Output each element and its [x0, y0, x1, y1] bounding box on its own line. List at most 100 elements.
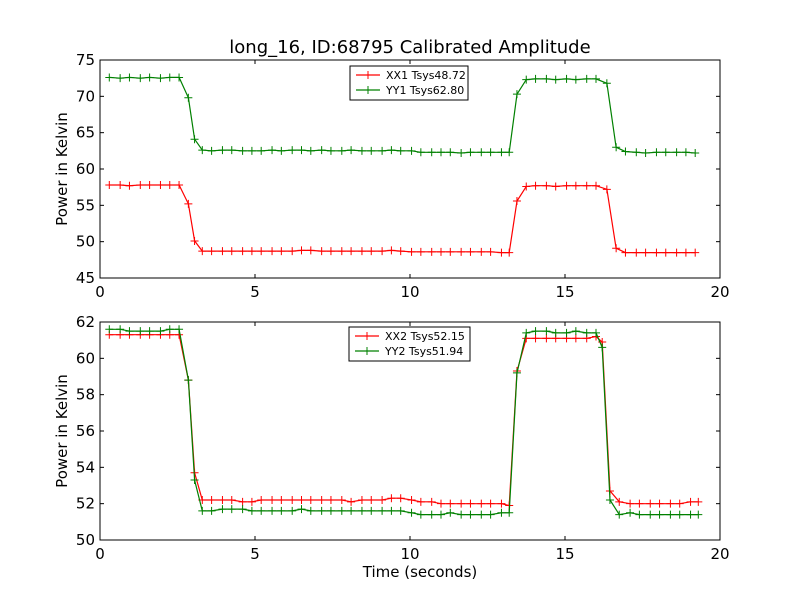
- data-point: [497, 499, 506, 508]
- data-point: [602, 79, 611, 88]
- y-axis-label: Power in Kelvin: [53, 112, 71, 226]
- legend: XX1 Tsys48.72 YY1 Tsys62.80: [349, 65, 469, 101]
- data-point: [652, 148, 661, 157]
- data-point: [416, 148, 425, 157]
- data-point: [297, 505, 306, 514]
- data-point: [257, 247, 266, 256]
- data-point: [477, 499, 486, 508]
- data-point: [457, 499, 466, 508]
- data-point: [198, 247, 207, 256]
- data-point: [367, 506, 376, 515]
- y-axis-label: Power in Kelvin: [53, 374, 71, 488]
- y-tick-label: 50: [76, 233, 95, 251]
- data-point: [387, 494, 396, 503]
- x-tick-label: 10: [400, 545, 419, 563]
- series-group: [105, 325, 703, 519]
- data-point: [512, 90, 521, 99]
- data-point: [268, 506, 277, 515]
- data-point: [497, 148, 506, 157]
- data-point: [306, 496, 315, 505]
- data-point: [672, 148, 681, 157]
- data-point: [198, 506, 207, 515]
- data-point: [407, 146, 416, 155]
- data-point: [105, 325, 114, 334]
- data-point: [615, 510, 624, 519]
- data-point: [347, 497, 356, 506]
- data-point: [317, 247, 326, 256]
- data-point: [652, 248, 661, 257]
- data-point: [156, 74, 165, 83]
- data-point: [257, 506, 266, 515]
- data-point: [156, 327, 165, 336]
- data-point: [387, 506, 396, 515]
- data-point: [427, 497, 436, 506]
- data-point: [378, 506, 387, 515]
- data-point: [297, 146, 306, 155]
- data-point: [306, 146, 315, 155]
- data-point: [268, 146, 277, 155]
- data-point: [184, 199, 193, 208]
- data-point: [326, 506, 335, 515]
- data-point: [357, 506, 366, 515]
- legend-entry: XX2 Tsys52.15: [385, 330, 465, 343]
- data-point: [466, 510, 475, 519]
- data-point: [396, 494, 405, 503]
- data-point: [238, 146, 247, 155]
- data-point: [337, 247, 346, 256]
- legend-box: [348, 326, 471, 362]
- y-tick-label: 60: [76, 349, 95, 367]
- data-point: [288, 146, 297, 155]
- data-point: [297, 246, 306, 255]
- data-point: [646, 499, 655, 508]
- data-point: [551, 182, 560, 191]
- data-point: [218, 247, 227, 256]
- data-point: [457, 149, 466, 158]
- data-point: [457, 247, 466, 256]
- data-point: [542, 334, 551, 343]
- data-point: [268, 496, 277, 505]
- data-point: [531, 74, 540, 83]
- data-point: [592, 181, 600, 190]
- data-point: [571, 327, 580, 336]
- data-point: [571, 334, 580, 343]
- y-tick-label: 50: [76, 531, 95, 549]
- data-point: [396, 247, 405, 256]
- data-point: [116, 180, 125, 189]
- data-point: [635, 499, 644, 508]
- data-point: [446, 508, 455, 517]
- data-point: [466, 247, 475, 256]
- data-point: [306, 246, 315, 255]
- data-point: [227, 247, 236, 256]
- data-point: [247, 146, 256, 155]
- y-tick-label: 75: [76, 51, 95, 69]
- data-point: [681, 248, 690, 257]
- data-point: [641, 149, 650, 158]
- data-point: [407, 508, 416, 517]
- data-point: [446, 499, 455, 508]
- data-point: [347, 146, 356, 155]
- data-point: [136, 180, 145, 189]
- data-point: [477, 510, 486, 519]
- data-point: [145, 180, 154, 189]
- data-point: [626, 508, 635, 517]
- data-point: [641, 248, 650, 257]
- data-point: [165, 73, 174, 82]
- data-point: [592, 74, 600, 83]
- data-point: [207, 247, 216, 256]
- data-point: [582, 328, 591, 337]
- data-point: [612, 143, 621, 152]
- data-point: [257, 496, 266, 505]
- data-point: [416, 247, 425, 256]
- data-point: [486, 247, 495, 256]
- data-point: [357, 247, 366, 256]
- data-point: [542, 327, 551, 336]
- data-point: [522, 75, 531, 84]
- data-point: [387, 146, 396, 155]
- data-point: [542, 181, 551, 190]
- x-tick-label: 20: [710, 545, 729, 563]
- data-point: [396, 506, 405, 515]
- data-point: [407, 496, 416, 505]
- data-point: [175, 180, 184, 189]
- data-point: [396, 146, 405, 155]
- data-point: [694, 510, 703, 519]
